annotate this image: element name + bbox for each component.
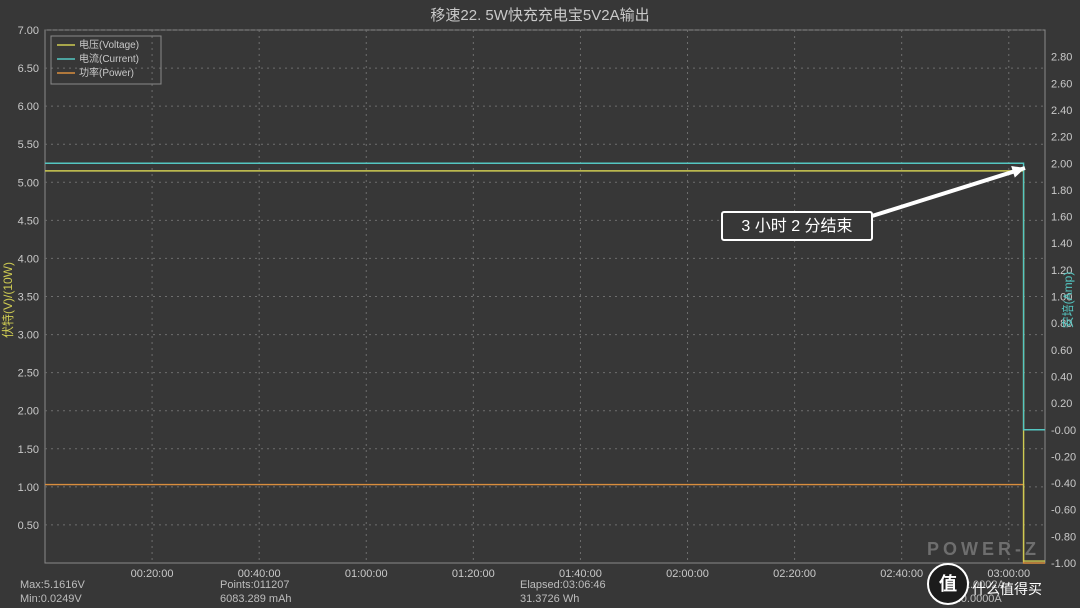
xtick: 01:00:00 [345, 568, 388, 580]
ytick-left: 6.00 [18, 101, 39, 113]
ytick-right: 1.60 [1051, 212, 1072, 224]
ytick-left: 0.50 [18, 520, 39, 532]
annotation-arrow [872, 168, 1025, 216]
legend-label: 功率(Power) [79, 66, 134, 79]
chart-title: 移速22. 5W快充充电宝5V2A输出 [430, 7, 649, 24]
footer-max-v: Max:5.1616V [20, 579, 85, 591]
series-power [45, 485, 1045, 563]
ytick-right: 2.80 [1051, 52, 1072, 64]
brand-watermark: POWER-Z [927, 539, 1040, 559]
ytick-left: 3.00 [18, 330, 39, 342]
ytick-right: -0.00 [1051, 425, 1076, 437]
chart-root: 移速22. 5W快充充电宝5V2A输出 0.50 1.00 1.50 2.00 2.50 3… [0, 0, 1080, 608]
ytick-left: 2.50 [18, 368, 39, 380]
ytick-left: 4.50 [18, 215, 39, 227]
yaxis-left-label: 伏特(V)/(10W) [0, 262, 15, 338]
legend-label: 电压(Voltage) [79, 38, 139, 51]
footer-elapsed: Elapsed:03:06:46 [520, 579, 606, 591]
ytick-left: 1.00 [18, 482, 39, 494]
ytick-right: 2.20 [1051, 132, 1072, 144]
ytick-left: 4.00 [18, 253, 39, 265]
xtick: 01:20:00 [452, 568, 495, 580]
ytick-right: -1.00 [1051, 558, 1076, 570]
ytick-right: -0.40 [1051, 478, 1076, 490]
footer-mah: 6083.289 mAh [220, 593, 292, 605]
ytick-right: -0.80 [1051, 531, 1076, 543]
ytick-right: 0.60 [1051, 345, 1072, 357]
ytick-right: 0.40 [1051, 371, 1072, 383]
legend-label: 电流(Current) [79, 52, 139, 65]
footer-min-v: Min:0.0249V [20, 593, 82, 605]
badge-icon: 值 [939, 573, 957, 594]
series-voltage [45, 171, 1045, 561]
ytick-left: 5.00 [18, 177, 39, 189]
ytick-left: 6.50 [18, 63, 39, 75]
ytick-right: 2.00 [1051, 158, 1072, 170]
ytick-left: 2.00 [18, 406, 39, 418]
footer-points: Points:011207 [220, 579, 290, 591]
ytick-right: -0.60 [1051, 505, 1076, 517]
ytick-left: 3.50 [18, 292, 39, 304]
ytick-right: 2.40 [1051, 105, 1072, 117]
xtick: 02:20:00 [773, 568, 816, 580]
xtick: 02:40:00 [880, 568, 923, 580]
xtick: 02:00:00 [666, 568, 709, 580]
watermark-text: 什么值得买 [972, 581, 1042, 597]
ytick-left: 1.50 [18, 444, 39, 456]
legend: 电压(Voltage)电流(Current)功率(Power) [51, 36, 161, 84]
yaxis-right-label: 安培(Amp) [1060, 272, 1075, 329]
ytick-left: 7.00 [18, 25, 39, 37]
ytick-right: 1.40 [1051, 238, 1072, 250]
ytick-left: 5.50 [18, 139, 39, 151]
ytick-right: 0.20 [1051, 398, 1072, 410]
xtick: 00:20:00 [131, 568, 174, 580]
ytick-right: 2.60 [1051, 78, 1072, 90]
annotation-text: 3 小时 2 分结束 [741, 217, 852, 235]
ytick-right: -0.20 [1051, 451, 1076, 463]
ytick-right: 1.80 [1051, 185, 1072, 197]
footer-wh: 31.3726 Wh [520, 593, 579, 605]
